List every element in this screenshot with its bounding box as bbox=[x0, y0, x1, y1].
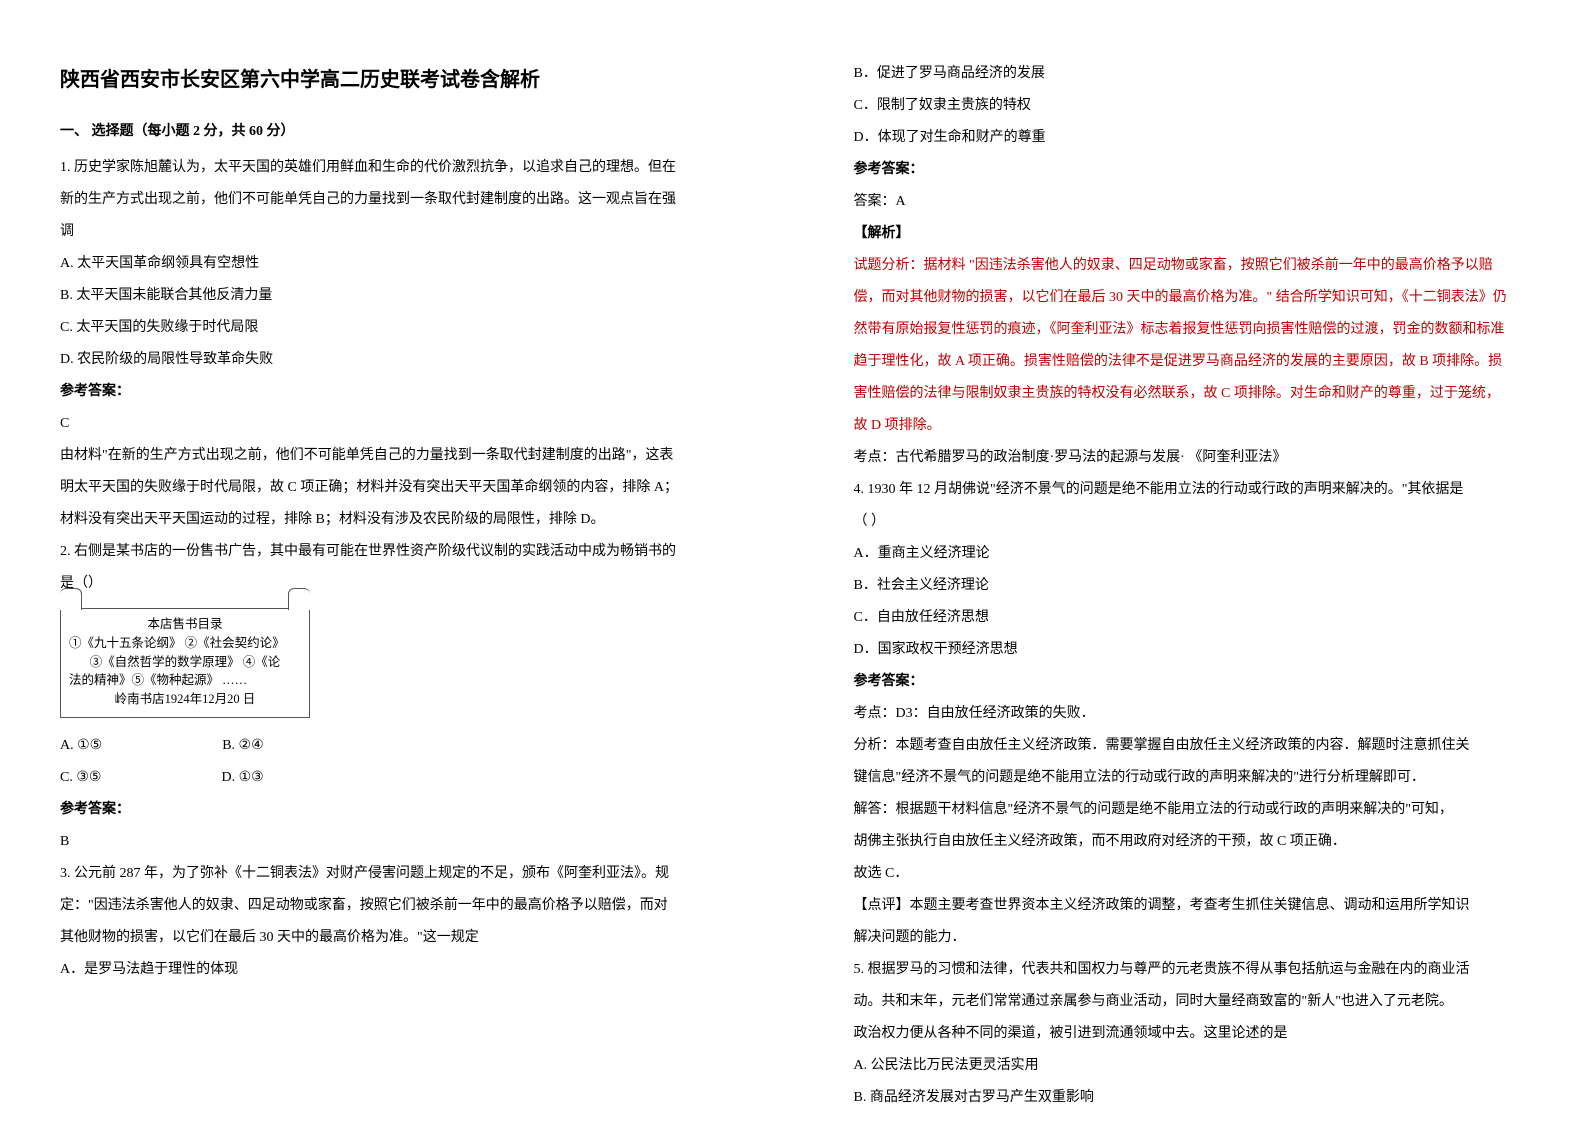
q1-stem: 1. 历史学家陈旭麓认为，太平天国的英雄们用鲜血和生命的代价激烈抗争，以追求自己… bbox=[60, 154, 744, 182]
q1-answer: C bbox=[60, 410, 744, 438]
q4-stem: 4. 1930 年 12 月胡佛说"经济不景气的问题是绝不能用立法的行动或行政的… bbox=[854, 476, 1538, 504]
q3-answer: 答案：A bbox=[854, 188, 1538, 216]
q4-explain: 故选 C． bbox=[854, 860, 1538, 888]
q3-kaodian: 考点：古代希腊罗马的政治制度·罗马法的起源与发展· 《阿奎利亚法》 bbox=[854, 444, 1538, 472]
q4-answer-head: 参考答案： bbox=[854, 668, 1538, 696]
q5-opt-b: B. 商品经济发展对古罗马产生双重影响 bbox=[854, 1084, 1538, 1112]
q4-explain: 考点：D3：自由放任经济政策的失败． bbox=[854, 700, 1538, 728]
q2-opts-row1: A. ①⑤ B. ②④ bbox=[60, 732, 744, 760]
q5-stem: 政治权力便从各种不同的渠道，被引进到流通领域中去。这里论述的是 bbox=[854, 1020, 1538, 1048]
q2-stem: 2. 右侧是某书店的一份售书广告，其中最有可能在世界性资产阶级代议制的实践活动中… bbox=[60, 538, 744, 566]
right-column: B．促进了罗马商品经济的发展 C．限制了奴隶主贵族的特权 D．体现了对生命和财产… bbox=[794, 0, 1587, 1122]
q2-opt-c: C. ③⑤ bbox=[60, 764, 101, 792]
q2-opt-b: B. ②④ bbox=[222, 732, 263, 760]
exam-page: 陕西省西安市长安区第六中学高二历史联考试卷含解析 一、 选择题（每小题 2 分，… bbox=[0, 0, 1587, 1122]
q1-opt-c: C. 太平天国的失败缘于时代局限 bbox=[60, 314, 744, 342]
q1-opt-a: A. 太平天国革命纲领具有空想性 bbox=[60, 250, 744, 278]
q3-answer-head: 参考答案： bbox=[854, 156, 1538, 184]
q3-opt-b: B．促进了罗马商品经济的发展 bbox=[854, 60, 1538, 88]
q3-explain: 试题分析：据材料 "因违法杀害他人的奴隶、四足动物或家畜，按照它们被杀前一年中的… bbox=[854, 252, 1538, 280]
q5-stem: 动。共和末年，元老们常常通过亲属参与商业活动，同时大量经商致富的"新人"也进入了… bbox=[854, 988, 1538, 1016]
left-column: 陕西省西安市长安区第六中学高二历史联考试卷含解析 一、 选择题（每小题 2 分，… bbox=[0, 0, 794, 1122]
q2-answer-head: 参考答案： bbox=[60, 796, 744, 824]
q3-opt-d: D．体现了对生命和财产的尊重 bbox=[854, 124, 1538, 152]
q4-opt-a: A．重商主义经济理论 bbox=[854, 540, 1538, 568]
q3-explain-head: 【解析】 bbox=[854, 220, 1538, 248]
q2-answer: B bbox=[60, 828, 744, 856]
q4-explain: 键信息"经济不景气的问题是绝不能用立法的行动或行政的声明来解决的"进行分析理解即… bbox=[854, 764, 1538, 792]
q2-book-ad: 本店售书目录 ①《九十五条论纲》 ②《社会契约论》 ③《自然哲学的数学原理》 ④… bbox=[60, 608, 744, 718]
book-box-line: ①《九十五条论纲》 ②《社会契约论》 bbox=[69, 634, 301, 653]
q4-opt-b: B．社会主义经济理论 bbox=[854, 572, 1538, 600]
book-box-line: 岭南书店1924年12月20 日 bbox=[69, 690, 301, 709]
book-box: 本店售书目录 ①《九十五条论纲》 ②《社会契约论》 ③《自然哲学的数学原理》 ④… bbox=[60, 608, 310, 718]
q3-explain: 故 D 项排除。 bbox=[854, 412, 1538, 440]
q4-explain: 【点评】本题主要考查世界资本主义经济政策的调整，考查考生抓住关键信息、调动和运用… bbox=[854, 892, 1538, 920]
q4-explain: 解决问题的能力． bbox=[854, 924, 1538, 952]
q1-explain: 材料没有突出天平天国运动的过程，排除 B；材料没有涉及农民阶级的局限性，排除 D… bbox=[60, 506, 744, 534]
q2-opts-row2: C. ③⑤ D. ①③ bbox=[60, 764, 744, 792]
q3-stem: 3. 公元前 287 年，为了弥补《十二铜表法》对财产侵害问题上规定的不足，颁布… bbox=[60, 860, 744, 888]
q3-explain: 趋于理性化，故 A 项正确。损害性赔偿的法律不是促进罗马商品经济的发展的主要原因… bbox=[854, 348, 1538, 376]
q1-stem: 调 bbox=[60, 218, 744, 246]
q5-stem: 5. 根据罗马的习惯和法律，代表共和国权力与尊严的元老贵族不得从事包括航运与金融… bbox=[854, 956, 1538, 984]
q3-explain: 害性赔偿的法律与限制奴隶主贵族的特权没有必然联系，故 C 项排除。对生命和财产的… bbox=[854, 380, 1538, 408]
q4-opt-c: C．自由放任经济思想 bbox=[854, 604, 1538, 632]
q5-opt-a: A. 公民法比万民法更灵活实用 bbox=[854, 1052, 1538, 1080]
q3-stem: 其他财物的损害，以它们在最后 30 天中的最高价格为准。"这一规定 bbox=[60, 924, 744, 952]
q4-explain: 解答：根据题干材料信息"经济不景气的问题是绝不能用立法的行动或行政的声明来解决的… bbox=[854, 796, 1538, 824]
q1-opt-b: B. 太平天国未能联合其他反清力量 bbox=[60, 282, 744, 310]
book-box-line: 法的精神》⑤《物种起源》 …… bbox=[69, 671, 301, 690]
section-1-head: 一、 选择题（每小题 2 分，共 60 分） bbox=[60, 118, 744, 146]
binder-loop-icon bbox=[60, 588, 82, 610]
q1-explain: 明太平天国的失败缘于时代局限，故 C 项正确；材料并没有突出天平天国革命纲领的内… bbox=[60, 474, 744, 502]
q2-opt-a: A. ①⑤ bbox=[60, 732, 102, 760]
q2-opt-d: D. ①③ bbox=[221, 764, 263, 792]
q4-explain: 分析：本题考查自由放任主义经济政策．需要掌握自由放任主义经济政策的内容．解题时注… bbox=[854, 732, 1538, 760]
q3-opt-c: C．限制了奴隶主贵族的特权 bbox=[854, 92, 1538, 120]
q3-stem: 定："因违法杀害他人的奴隶、四足动物或家畜，按照它们被杀前一年中的最高价格予以赔… bbox=[60, 892, 744, 920]
exam-title: 陕西省西安市长安区第六中学高二历史联考试卷含解析 bbox=[60, 60, 744, 100]
q3-explain: 偿，而对其他财物的损害，以它们在最后 30 天中的最高价格为准。" 结合所学知识… bbox=[854, 284, 1538, 312]
q1-stem: 新的生产方式出现之前，他们不可能单凭自己的力量找到一条取代封建制度的出路。这一观… bbox=[60, 186, 744, 214]
q1-explain: 由材料"在新的生产方式出现之前，他们不可能单凭自己的力量找到一条取代封建制度的出… bbox=[60, 442, 744, 470]
q3-explain: 然带有原始报复性惩罚的痕迹，《阿奎利亚法》标志着报复性惩罚向损害性赔偿的过渡，罚… bbox=[854, 316, 1538, 344]
q4-stem: （ ） bbox=[854, 508, 1538, 536]
q2-stem: 是（） bbox=[60, 570, 744, 598]
q1-answer-head: 参考答案： bbox=[60, 378, 744, 406]
q4-explain: 胡佛主张执行自由放任主义经济政策，而不用政府对经济的干预，故 C 项正确． bbox=[854, 828, 1538, 856]
q4-opt-d: D．国家政权干预经济思想 bbox=[854, 636, 1538, 664]
q1-opt-d: D. 农民阶级的局限性导致革命失败 bbox=[60, 346, 744, 374]
binder-loop-icon bbox=[288, 588, 310, 610]
book-box-line: ③《自然哲学的数学原理》 ④《论 bbox=[69, 653, 301, 672]
q3-opt-a: A．是罗马法趋于理性的体现 bbox=[60, 956, 744, 984]
book-box-title: 本店售书目录 bbox=[69, 615, 301, 634]
